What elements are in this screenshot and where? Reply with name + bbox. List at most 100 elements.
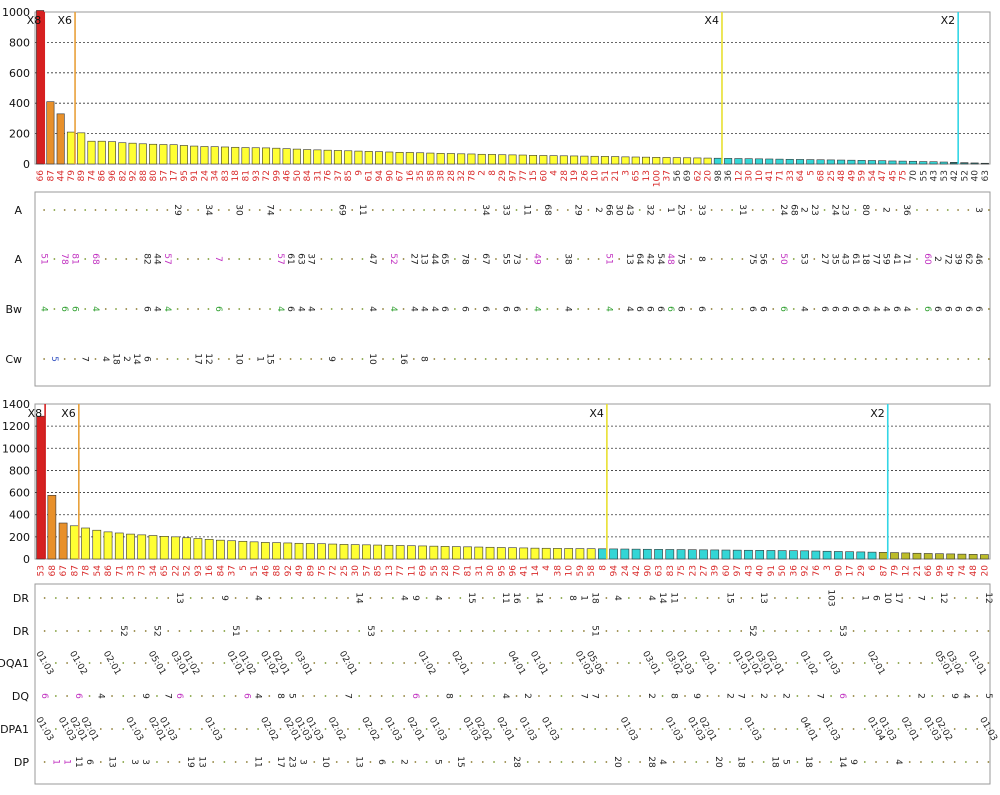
x-tick-label: 79 [891,565,901,577]
empty-slot-dot [661,662,664,664]
empty-slot-dot [616,695,619,697]
empty-slot-dot [957,209,959,211]
allele-value: 12 [203,353,213,364]
allele-value: 52 [151,625,161,636]
allele-value: 6 [665,306,675,312]
empty-slot-dot [931,761,934,763]
empty-slot-dot [729,630,731,632]
empty-slot-dot [43,209,46,211]
empty-slot-dot [605,597,608,599]
allele-value: 7 [213,256,223,262]
empty-slot-dot [818,662,821,664]
empty-slot-dot [931,695,934,697]
empty-slot-dot [690,358,692,360]
x-tick-label: 49 [295,565,305,577]
empty-slot-dot [618,308,621,310]
allele-value: 24 [829,204,839,216]
empty-slot-dot [875,358,877,360]
empty-slot-dot [841,662,844,664]
empty-slot-dot [875,695,877,697]
empty-slot-dot [751,597,754,599]
allele-value: 54 [655,253,665,265]
bar-65 [693,157,702,165]
empty-slot-dot [133,695,136,697]
empty-slot-dot [313,597,316,599]
empty-slot-dot [639,662,641,664]
empty-slot-dot [560,761,563,763]
empty-slot-dot [526,761,529,763]
allele-value: 56 [757,253,767,265]
empty-slot-dot [706,695,709,697]
empty-slot-dot [361,308,364,310]
empty-slot-dot [122,761,125,763]
allele-value: 4 [306,306,316,312]
empty-slot-dot [700,358,703,360]
empty-slot-dot [279,597,282,599]
x-tick-label: 37 [663,170,673,181]
allele-row-a: A 51 78 81 68 82 44 57 7 57 61 63 37 47 52 27 13 44 65 78 67… [14,253,990,266]
allele-value: 33 [696,204,706,215]
row-label: DQA1 [0,657,29,670]
empty-slot-dot [774,630,776,632]
allele-value: 2 [799,207,809,213]
empty-slot-dot [731,258,734,260]
allele-value: 2 [646,693,656,699]
allele-value: 29 [172,204,182,216]
bar-78 [901,552,911,560]
empty-slot-dot [587,258,590,260]
x-tick-label: 54 [93,565,103,577]
bar-20 [249,541,259,560]
empty-slot-dot [178,761,181,763]
x-tick-label: 44 [57,170,67,182]
bar-36 [429,545,439,560]
bar-60 [641,156,650,165]
empty-slot-dot [515,358,518,360]
allele-value: 11 [500,592,510,603]
empty-slot-dot [549,630,552,632]
empty-slot-dot [54,728,57,730]
x-tick-label: 77 [519,170,529,181]
empty-slot-dot [43,761,46,763]
allele-value: 4 [253,595,263,601]
x-tick-label: 8 [488,170,498,176]
empty-slot-dot [571,761,574,763]
empty-slot-dot [741,358,744,360]
bar-72 [833,551,843,560]
allele-value: 64 [634,253,644,265]
bar-32 [354,150,363,165]
allele-value: 7 [736,693,746,699]
bar-92 [970,162,979,165]
empty-slot-dot [302,597,304,599]
bar-74 [856,551,866,560]
bar-70 [744,158,753,165]
bar-87 [919,161,928,165]
x-tick-label: 50 [293,170,303,182]
empty-slot-dot [257,728,259,730]
allele-value: 4 [646,595,656,601]
empty-slot-dot [916,209,918,211]
allele-row-dr: DR 52 52 51 53 51 52 53 [13,625,990,638]
empty-slot-dot [659,209,662,211]
empty-slot-dot [77,597,80,599]
empty-slot-dot [54,662,57,664]
empty-slot-dot [785,630,788,632]
allele-value: 4 [893,759,903,765]
empty-slot-dot [594,761,597,763]
empty-slot-dot [144,728,147,730]
x-tick-label: 86 [104,565,114,577]
allele-value: 6 [84,759,94,765]
empty-slot-dot [335,761,338,763]
empty-slot-dot [392,597,394,599]
x-tick-label: 85 [344,170,354,181]
empty-slot-dot [382,209,384,211]
empty-slot-dot [176,358,179,360]
bar-23 [262,147,271,165]
x-tick-label: 70 [909,170,919,182]
bar-46 [541,547,551,560]
empty-slot-dot [710,258,713,260]
x-tick-label: 30 [486,565,496,577]
empty-slot-dot [212,695,215,697]
x-tick-label: 88 [139,170,149,182]
